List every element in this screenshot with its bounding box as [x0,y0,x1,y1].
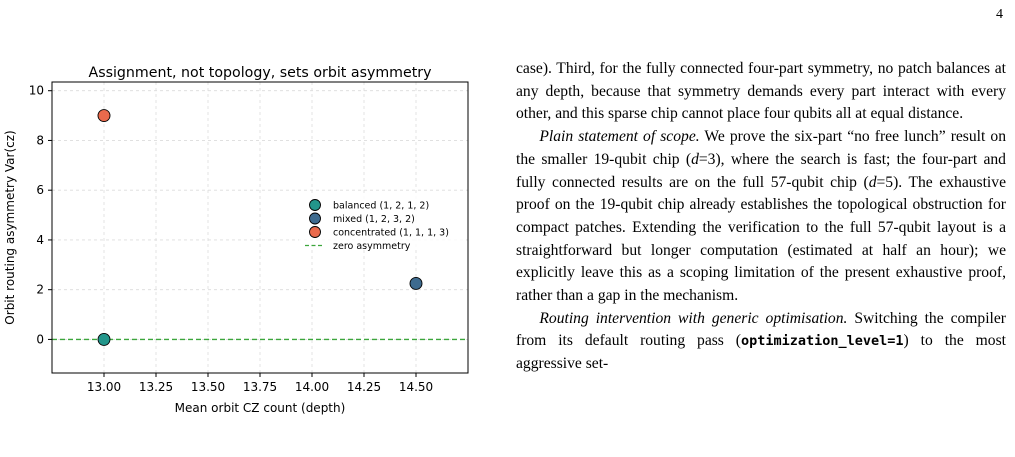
y-tick-label: 6 [36,183,44,197]
y-axis-label: Orbit routing asymmetry Var(cz) [3,130,17,324]
x-tick-label: 13.00 [87,380,121,394]
page-number: 4 [996,7,1003,22]
data-point [97,109,111,123]
legend-label: concentrated (1, 1, 1, 3) [333,228,449,239]
x-tick-label: 14.50 [399,380,433,394]
chart-title: Assignment, not topology, sets orbit asy… [88,65,431,81]
y-tick-label: 4 [36,233,44,247]
legend-label: balanced (1, 2, 1, 2) [333,201,429,212]
x-tick-label: 13.50 [191,380,225,394]
routing-text-b: ) to the most aggressive set- [516,332,1006,373]
legend-box [299,195,463,250]
symbol-d-small: d [691,150,699,168]
y-tick-label: 0 [36,332,44,346]
x-tick-label: 14.00 [295,380,329,394]
legend: balanced (1, 2, 1, 2) mixed (1, 2, 3, 2) c… [299,195,463,252]
data-point [97,332,111,346]
legend-marker [309,212,321,225]
code-optimization-level: optimization_level=1 [740,333,904,350]
legend-marker [309,199,321,211]
paragraph-heading-routing: Routing intervention with generic optimi… [539,309,848,327]
legend-label: zero asymmetry [333,241,411,252]
y-tick-label: 10 [29,84,44,98]
paragraph-scope: Plain statement of scope. We prove the s… [516,126,1006,308]
symbol-d-full: d [868,173,877,191]
y-tick-label: 2 [36,283,44,297]
paragraph-case-third: case). Third, for the fully connected fo… [516,60,1006,123]
paragraph-routing-intervention: Routing intervention with generic optimi… [516,308,1006,376]
data-point [409,277,423,290]
y-tick-label: 8 [36,133,44,147]
routing-text-a: Switching the compiler from its default … [516,309,1006,350]
x-tick-label: 13.75 [243,380,277,394]
scope-text-a: We prove the six-part “no free lunch” re… [516,128,1006,168]
x-tick-label: 13.25 [139,380,173,394]
data-points [97,109,423,346]
scope-text-c: =5). The exhaus­tive proof on the 19-qub… [516,173,1006,305]
scope-text-b: =3), where the search is fast; the four-… [516,150,1006,191]
body-text-column: case). Third, for the fully connected fo… [516,58,1006,457]
paragraph-heading-scope: Plain statement of scope. [539,128,700,146]
x-axis-label: Mean orbit CZ count (depth) [175,401,346,415]
axis-ticks: 13.00 13.25 13.50 13.75 14.00 14.25 14.50 0 2 4 6 8… [29,84,433,394]
scatter-chart: 13.00 13.25 13.50 13.75 14.00 14.25 14.50 0 2 4 6 8… [3,65,469,415]
legend-label: mixed (1, 2, 3, 2) [333,214,415,225]
scatter-figure: 13.00 13.25 13.50 13.75 14.00 14.25 14.50 0 2 4 6 8… [0,58,476,428]
x-tick-label: 14.25 [347,380,381,394]
legend-marker [309,226,321,238]
